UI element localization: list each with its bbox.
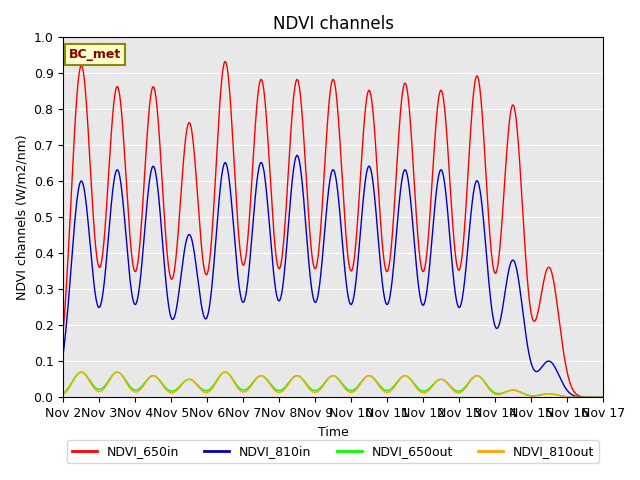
NDVI_810in	[300, 197, 308, 203]
Line: NDVI_650out: NDVI_650out	[63, 372, 603, 397]
Text: BC_met: BC_met	[68, 48, 121, 61]
NDVI_650in	[367, 91, 374, 97]
NDVI_810out	[599, 395, 607, 400]
NDVI_810in	[599, 395, 607, 400]
NDVI_810in	[101, 272, 109, 278]
X-axis label: Time: Time	[317, 426, 348, 439]
NDVI_650out	[60, 391, 67, 396]
NDVI_810in	[310, 296, 317, 301]
NDVI_650in	[221, 59, 229, 64]
NDVI_650in	[289, 106, 296, 111]
NDVI_810in	[367, 166, 374, 172]
NDVI_650in	[310, 262, 317, 268]
Line: NDVI_810in: NDVI_810in	[63, 156, 603, 397]
NDVI_810out	[300, 378, 308, 384]
Line: NDVI_650in: NDVI_650in	[63, 61, 603, 397]
NDVI_810out	[101, 384, 109, 390]
NDVI_810in	[60, 350, 67, 356]
Line: NDVI_810out: NDVI_810out	[63, 372, 603, 397]
NDVI_650in	[60, 327, 67, 333]
NDVI_810out	[367, 373, 374, 379]
NDVI_650out	[113, 369, 121, 375]
Title: NDVI channels: NDVI channels	[273, 15, 394, 33]
NDVI_810out	[289, 375, 296, 381]
NDVI_650out	[101, 383, 109, 388]
NDVI_810in	[123, 245, 131, 251]
Legend: NDVI_650in, NDVI_810in, NDVI_650out, NDVI_810out: NDVI_650in, NDVI_810in, NDVI_650out, NDV…	[67, 440, 599, 463]
NDVI_650out	[599, 395, 607, 400]
NDVI_810in	[293, 153, 301, 158]
NDVI_650out	[300, 377, 308, 383]
NDVI_650out	[124, 380, 131, 386]
NDVI_650in	[101, 226, 109, 231]
NDVI_650in	[123, 190, 131, 196]
NDVI_810in	[289, 178, 296, 184]
NDVI_810out	[60, 392, 67, 397]
NDVI_650in	[599, 395, 607, 400]
NDVI_650out	[310, 387, 317, 393]
NDVI_810out	[113, 369, 121, 375]
NDVI_650out	[367, 373, 374, 379]
NDVI_650in	[300, 135, 308, 141]
Y-axis label: NDVI channels (W/m2/nm): NDVI channels (W/m2/nm)	[15, 134, 28, 300]
NDVI_650out	[289, 375, 296, 381]
NDVI_810out	[124, 382, 131, 387]
NDVI_810out	[310, 389, 317, 395]
